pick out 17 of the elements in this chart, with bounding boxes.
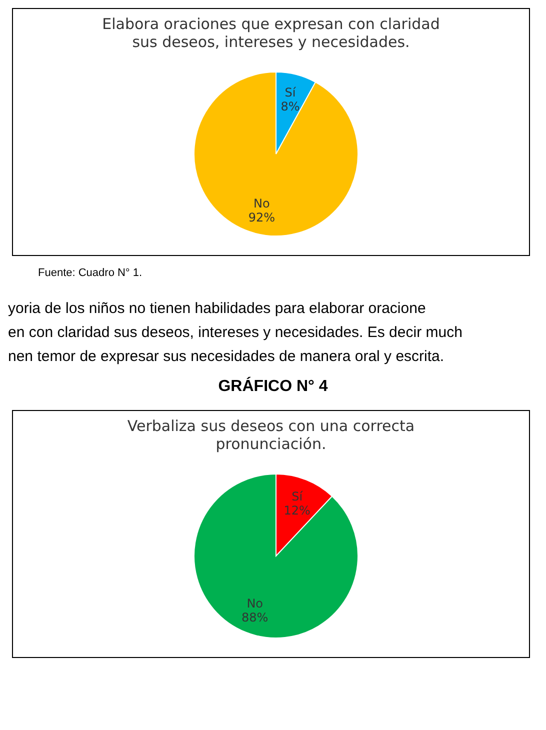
slice-label: No [246,596,264,610]
text: yoria de los niños no tienen habilidades para elaborar oracione [8,299,427,319]
slice-label: Sí [292,490,304,504]
slice-label: Sí [284,85,296,100]
pie-slice [194,72,358,236]
data-label: 12% [284,504,310,518]
text: nen temor de expresar sus necesidades de manera oral y escrita. [8,347,446,367]
chart-title: Verbaliza sus deseos con una correcta pronunciación. [126,417,416,453]
data-label: 88% [242,610,268,624]
chart-title: Elabora oraciones que expresan con claridad sus deseos, intereses y necesidades. [101,15,441,51]
data-label: 92% [248,210,276,225]
chart-subtitle: GRÁFICO N° 4 [217,378,329,396]
text: en con claridad sus deseos, intereses y necesidades. Es decir much [8,323,464,343]
pie-slice [194,474,358,638]
source-note: Fuente: Cuadro N° 1. [38,266,144,281]
slice-label: No [254,196,270,211]
data-label: 8% [280,99,300,114]
